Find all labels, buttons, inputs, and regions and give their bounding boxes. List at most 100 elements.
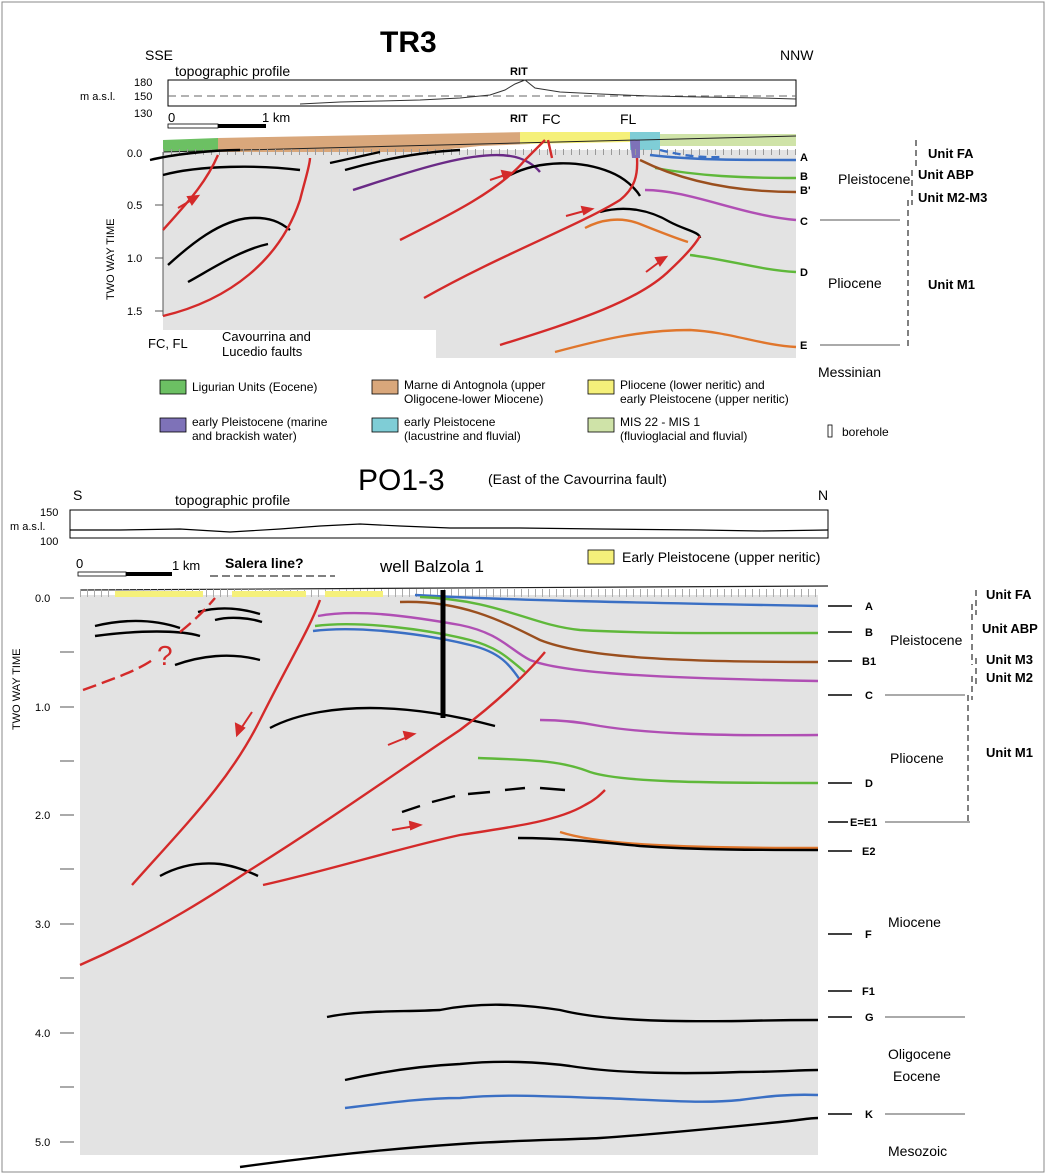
po-fault-3 [262, 789, 606, 887]
tr3-faults-note-abbr: FC, FL [148, 336, 188, 351]
tr3-axis-label: TWO WAY TIME [105, 219, 117, 300]
legend-swatch-antognola [371, 379, 399, 395]
tr3-slip-arrow-head [580, 205, 595, 216]
tr3-slip-arrow-head [500, 169, 515, 180]
tr3-label-b: B [800, 171, 808, 183]
po-epoch-miocene: Miocene [888, 914, 941, 930]
po-label-f: F [865, 929, 872, 941]
tr3-label-a: A [800, 152, 808, 164]
legend-swatch-lacustrine [371, 417, 399, 433]
po-label-g: G [865, 1012, 874, 1024]
po-unit-fa: Unit FA [986, 587, 1032, 602]
po-black-horizons [94, 607, 819, 1169]
po-horizon-dash [539, 786, 566, 792]
po-epoch-pliocene: Pliocene [890, 750, 944, 766]
po-horizon-dash [401, 804, 421, 814]
po-horizon-dash [504, 786, 526, 792]
po-y-axis: 0.0 1.0 2.0 3.0 4.0 5.0 TWO WAY TIME [11, 593, 74, 1149]
po-label-c: C [865, 690, 873, 702]
po-legend-swatch [587, 549, 615, 565]
po-label-f1: F1 [862, 986, 875, 998]
po-horizon-b [419, 595, 819, 635]
po-horizon-black [269, 706, 496, 730]
tr3-fault-5 [499, 235, 702, 347]
legend-swatch-mis [587, 417, 615, 433]
po-label-d: D [865, 778, 873, 790]
legend-label-marine-1: early Pleistocene (marine [192, 415, 328, 429]
po-horizon-black [159, 862, 259, 878]
tr3-fault-1 [162, 154, 220, 231]
legend-label-marine-2: and brackish water) [192, 429, 297, 443]
tr3-fault-2 [162, 157, 312, 318]
tr3-fault-3 [399, 139, 546, 242]
tr3-label-d: D [800, 267, 808, 279]
po-surface-line [79, 585, 829, 591]
legend-label-pliocene-2: early Pleistocene (upper neritic) [620, 392, 789, 406]
tr3-mis-unit [660, 134, 796, 146]
legend-swatch-pliocene [587, 379, 615, 395]
tr3-horizon-black [187, 242, 269, 284]
tr3-horizon-purple [352, 153, 541, 192]
po-horizon-green-upper [314, 623, 526, 673]
tr3-section-bg [163, 150, 796, 358]
tr3-faults [162, 139, 702, 347]
tr3-title: TR3 [380, 26, 437, 59]
po-scale-bar-black [126, 572, 172, 576]
tr3-dir-right: NNW [780, 47, 814, 63]
tr3-horizon-black [344, 148, 461, 172]
po-topo-tick-100: 100 [40, 536, 58, 548]
po-section-bg [80, 595, 818, 1155]
tr3-faults-note-line1: Cavourrina and [222, 329, 311, 344]
tr3-label-b-prime: B' [800, 185, 811, 197]
po-ytick-3: 3.0 [35, 919, 50, 931]
tr3-horizon-a [649, 153, 797, 162]
po-horizon-c-upper [317, 611, 819, 683]
tr3-horizon-orange-upper [584, 218, 689, 244]
po-slip-arrow-head [402, 730, 417, 741]
po-topo-tick-150: 150 [40, 507, 58, 519]
tr3-unit-fa: Unit FA [928, 146, 974, 161]
po-horizon-f1 [344, 1060, 819, 1082]
tr3-horizon-d [689, 253, 797, 274]
tr3-epoch-pleistocene: Pleistocene [838, 171, 911, 187]
legend-label-mis-2: (fluvioglacial and fluvial) [620, 429, 747, 443]
tr3-dir-left: SSE [145, 47, 173, 63]
po-ytick-5: 5.0 [35, 1137, 50, 1149]
po-fault-dashed [82, 657, 156, 692]
tr3-unit-m2m3: Unit M2-M3 [918, 190, 987, 205]
po-fault-arrows [234, 711, 423, 831]
po-unit-m2: Unit M2 [986, 670, 1033, 685]
tr3-horizon-c [644, 188, 797, 222]
tr3-horizon-b [654, 166, 797, 180]
po-horizon-e-e1 [559, 830, 819, 850]
po-masl: m a.s.l. [10, 521, 45, 533]
po-horizon-b1 [399, 600, 819, 664]
po-neritic-bar [232, 591, 306, 597]
tr3-topo-curve [299, 79, 797, 105]
tr3-fault-4 [423, 157, 639, 300]
po-label-b: B [865, 627, 873, 639]
po-horizon-e2 [517, 836, 819, 852]
tr3-horizon-e [554, 328, 797, 354]
tr3-horizon-b-prime [639, 158, 797, 194]
legend-label-lacustrine-2: (lacustrine and fluvial) [404, 429, 521, 443]
po-epoch-oligocene: Oligocene [888, 1046, 951, 1062]
tr3-topo-tick-150: 150 [134, 91, 152, 103]
po-horizon-dash [431, 794, 456, 804]
po-epoch-boundaries [885, 694, 970, 1115]
tr3-scale-zero: 0 [168, 110, 175, 125]
tr3-ytick-10: 1.0 [127, 253, 142, 265]
po-salera-line: Salera line? [225, 555, 304, 571]
po-label-b1: B1 [862, 656, 876, 668]
po-horizons [94, 593, 819, 1169]
po-label-a: A [865, 601, 873, 613]
po-unit-abp: Unit ABP [982, 621, 1038, 636]
tr3-section: TR3 SSE NNW topographic profile 180 150 … [80, 26, 987, 380]
po-label-e2: E2 [862, 846, 875, 858]
tr3-slip-arrow-head [654, 255, 669, 267]
tr3-ytick-0: 0.0 [127, 148, 142, 160]
legend-swatch-ligurian [159, 379, 187, 395]
legend-swatch-marine [159, 417, 187, 433]
tr3-fault-fc [546, 139, 554, 159]
